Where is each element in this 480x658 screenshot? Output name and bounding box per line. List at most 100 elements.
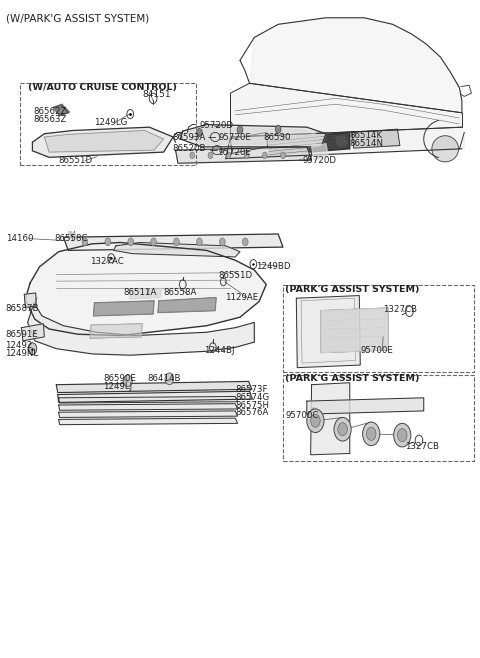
Text: (PARK'G ASSIST SYSTEM): (PARK'G ASSIST SYSTEM) — [285, 285, 420, 294]
Text: 86591E: 86591E — [5, 330, 38, 339]
Circle shape — [151, 238, 156, 246]
Text: 86563Z: 86563Z — [34, 115, 67, 124]
Polygon shape — [28, 303, 254, 355]
Circle shape — [165, 373, 174, 385]
Circle shape — [82, 238, 88, 246]
Polygon shape — [432, 136, 458, 162]
Polygon shape — [44, 130, 164, 152]
Circle shape — [197, 238, 202, 246]
Text: 86574G: 86574G — [235, 393, 269, 401]
Text: 1327CB: 1327CB — [405, 442, 439, 451]
Polygon shape — [269, 132, 350, 155]
Circle shape — [237, 126, 243, 134]
Circle shape — [226, 152, 231, 159]
Circle shape — [311, 414, 320, 427]
Text: 86590E: 86590E — [103, 374, 136, 383]
Text: 86576A: 86576A — [235, 409, 269, 417]
Circle shape — [397, 428, 407, 442]
Circle shape — [394, 423, 411, 447]
Text: 84151: 84151 — [142, 90, 171, 99]
Text: 86551D: 86551D — [218, 271, 252, 280]
Circle shape — [244, 152, 249, 159]
Text: 86414B: 86414B — [147, 374, 180, 383]
Polygon shape — [33, 127, 173, 157]
Text: 86575H: 86575H — [235, 401, 269, 409]
Circle shape — [123, 375, 132, 387]
Polygon shape — [59, 397, 238, 403]
Text: 12492: 12492 — [5, 341, 33, 350]
Text: 1249NL: 1249NL — [5, 349, 38, 358]
Polygon shape — [114, 243, 240, 257]
Text: 86558A: 86558A — [164, 288, 197, 297]
Polygon shape — [307, 398, 424, 414]
Polygon shape — [180, 124, 326, 147]
Polygon shape — [311, 383, 350, 455]
Text: 86573F: 86573F — [235, 385, 268, 393]
Polygon shape — [58, 392, 252, 403]
Text: 1244BJ: 1244BJ — [204, 346, 235, 355]
Circle shape — [242, 238, 248, 246]
Text: 1249BD: 1249BD — [256, 262, 290, 270]
Text: 95720D: 95720D — [199, 121, 233, 130]
Circle shape — [363, 422, 380, 445]
Polygon shape — [63, 234, 283, 251]
Polygon shape — [24, 293, 36, 307]
Text: 86514N: 86514N — [350, 139, 384, 148]
Polygon shape — [296, 295, 360, 368]
Text: 86520B: 86520B — [172, 144, 206, 153]
Text: 95720E: 95720E — [218, 132, 252, 141]
Text: 1129AE: 1129AE — [225, 293, 258, 302]
Text: 95720E: 95720E — [218, 147, 252, 157]
Polygon shape — [53, 104, 70, 115]
Text: 1249LJ: 1249LJ — [103, 382, 132, 390]
Polygon shape — [59, 411, 238, 417]
Text: 86514K: 86514K — [350, 131, 383, 140]
Circle shape — [28, 343, 36, 355]
Text: 86551D: 86551D — [59, 156, 93, 165]
Text: (W/PARK'G ASSIST SYSTEM): (W/PARK'G ASSIST SYSTEM) — [6, 13, 149, 23]
Circle shape — [208, 152, 213, 159]
Text: 1327AC: 1327AC — [90, 257, 123, 266]
Polygon shape — [352, 129, 400, 148]
Polygon shape — [336, 136, 348, 147]
Circle shape — [276, 125, 281, 133]
Bar — [20, 84, 196, 165]
Text: 14160: 14160 — [6, 234, 34, 243]
Text: 1249LG: 1249LG — [95, 118, 128, 127]
Polygon shape — [158, 297, 216, 313]
Polygon shape — [185, 127, 320, 144]
Text: 95700C: 95700C — [285, 411, 319, 420]
Bar — [283, 285, 474, 372]
Text: 95700E: 95700E — [360, 346, 393, 355]
Polygon shape — [226, 127, 464, 159]
Polygon shape — [250, 18, 462, 113]
Bar — [283, 375, 474, 461]
Circle shape — [263, 152, 267, 159]
Text: 86511A: 86511A — [123, 288, 156, 297]
Text: 86562Z: 86562Z — [34, 107, 67, 116]
Polygon shape — [230, 132, 268, 153]
Circle shape — [281, 152, 285, 159]
Circle shape — [174, 238, 180, 246]
Polygon shape — [312, 143, 328, 160]
Text: 1327CB: 1327CB — [383, 305, 417, 314]
Polygon shape — [94, 301, 154, 316]
Circle shape — [334, 417, 351, 441]
Text: 95720D: 95720D — [302, 156, 336, 165]
Polygon shape — [90, 324, 142, 338]
Polygon shape — [230, 84, 462, 137]
Text: (PARK'G ASSIST SYSTEM): (PARK'G ASSIST SYSTEM) — [285, 374, 420, 383]
Circle shape — [366, 427, 376, 440]
Circle shape — [190, 152, 195, 159]
Polygon shape — [59, 404, 238, 410]
Polygon shape — [321, 308, 388, 353]
Text: 86530: 86530 — [264, 132, 291, 141]
Polygon shape — [59, 418, 238, 424]
Polygon shape — [56, 382, 252, 393]
Polygon shape — [69, 232, 76, 238]
Polygon shape — [25, 243, 266, 336]
Circle shape — [307, 409, 324, 432]
Text: (W/AUTO CRUISE CONTROL): (W/AUTO CRUISE CONTROL) — [28, 84, 177, 92]
Circle shape — [128, 238, 133, 246]
Polygon shape — [176, 147, 312, 163]
